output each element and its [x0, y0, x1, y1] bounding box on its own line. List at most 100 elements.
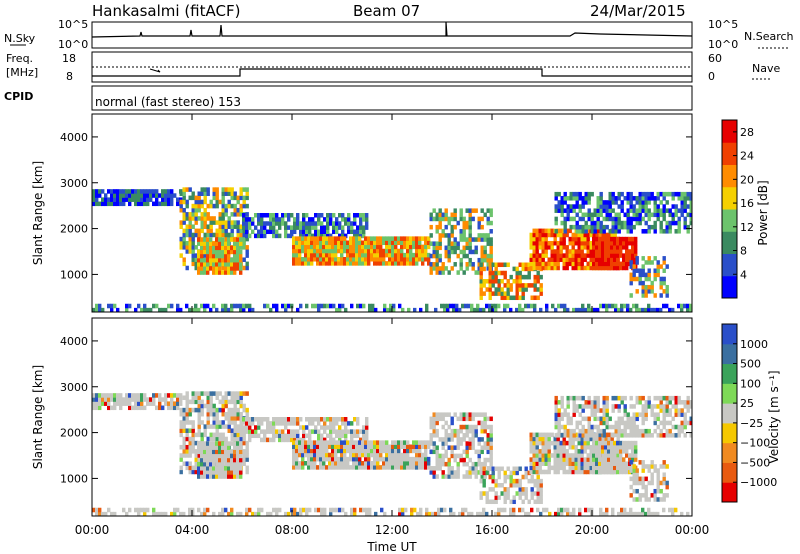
heatmap-cell — [607, 440, 611, 446]
heatmap-cell — [465, 424, 469, 430]
heatmap-cell — [438, 461, 442, 467]
heatmap-cell — [367, 444, 371, 450]
heatmap-cell — [477, 266, 481, 271]
heatmap-cell — [553, 440, 557, 446]
heatmap-cell — [352, 236, 356, 241]
heatmap-cell — [500, 291, 504, 296]
heatmap-cell — [589, 245, 593, 250]
heatmap-cell — [465, 266, 469, 271]
heatmap-cell — [176, 405, 180, 411]
heatmap-cell — [656, 307, 660, 312]
heatmap-cell — [532, 469, 536, 475]
heatmap-cell — [197, 457, 201, 462]
heatmap-cell — [619, 461, 623, 466]
heatmap-cell — [674, 395, 678, 401]
heatmap-cell — [301, 461, 305, 466]
heatmap-cell — [233, 432, 237, 438]
heatmap-cell — [152, 397, 156, 402]
heatmap-cell — [233, 407, 237, 413]
heatmap-cell — [429, 424, 433, 430]
heatmap-cell — [662, 412, 666, 417]
heatmap-cell — [650, 493, 654, 498]
heatmap-cell — [547, 444, 551, 450]
heatmap-cell — [608, 216, 612, 222]
heatmap-cell — [441, 474, 445, 479]
heatmap-cell — [110, 189, 114, 194]
heatmap-cell — [310, 444, 314, 450]
heatmap-cell — [656, 484, 660, 490]
heatmap-cell — [532, 444, 536, 450]
heatmap-cell — [632, 196, 636, 201]
heatmap-cell — [599, 428, 603, 434]
heatmap-cell — [337, 257, 341, 262]
heatmap-cell — [179, 411, 183, 417]
heatmap-cell — [167, 197, 171, 202]
heatmap-cell — [608, 196, 612, 201]
heatmap-cell — [197, 228, 201, 234]
heatmap-cell — [583, 436, 587, 442]
heatmap-cell — [307, 461, 311, 466]
heatmap-cell — [356, 225, 360, 230]
heatmap-cell — [659, 280, 663, 286]
heatmap-cell — [471, 445, 475, 450]
heatmap-cell — [482, 466, 486, 472]
heatmap-cell — [331, 257, 335, 262]
heatmap-cell — [224, 453, 228, 459]
heatmap-cell — [212, 403, 216, 409]
heatmap-cell — [200, 257, 204, 263]
heatmap-cell — [625, 449, 629, 454]
heatmap-cell — [367, 448, 371, 454]
heatmap-cell — [176, 197, 180, 202]
heatmap-cell — [629, 460, 633, 465]
heatmap-cell — [206, 461, 210, 467]
heatmap-cell — [185, 203, 189, 209]
heatmap-cell — [629, 511, 633, 516]
heatmap-cell — [164, 197, 168, 202]
heatmap-cell — [284, 229, 288, 235]
heatmap-cell — [349, 236, 353, 241]
heatmap-cell — [438, 466, 442, 471]
heatmap-cell — [547, 265, 551, 271]
heatmap-cell — [628, 236, 632, 242]
heatmap-cell — [583, 457, 587, 462]
heatmap-cell — [149, 397, 153, 402]
heatmap-cell — [245, 453, 249, 458]
heatmap-cell — [406, 261, 410, 266]
heatmap-cell — [474, 270, 478, 275]
heatmap-cell — [557, 408, 561, 413]
heatmap-cell — [155, 189, 159, 194]
heatmap-cell — [429, 224, 433, 230]
heatmap-cell — [629, 220, 633, 226]
heatmap-cell — [432, 433, 436, 438]
heatmap-cell — [601, 453, 605, 458]
heatmap-cell — [628, 240, 632, 246]
heatmap-cell — [233, 395, 237, 400]
heatmap-cell — [332, 213, 336, 218]
heatmap-cell — [683, 216, 687, 222]
heatmap-cell — [385, 440, 389, 445]
heatmap-cell — [239, 399, 243, 405]
heatmap-cell — [538, 261, 542, 267]
heatmap-cell — [602, 433, 606, 438]
heatmap-cell — [644, 272, 648, 278]
heatmap-cell — [304, 440, 308, 445]
heatmap-cell — [662, 395, 666, 401]
heatmap-cell — [608, 424, 612, 430]
heatmap-cell — [334, 452, 338, 458]
heatmap-cell — [683, 204, 687, 209]
heatmap-cell — [458, 511, 462, 516]
heatmap-cell — [604, 236, 608, 242]
heatmap-cell — [586, 440, 590, 446]
heatmap-cell — [595, 449, 599, 454]
heatmap-cell — [494, 483, 498, 488]
heatmap-cell — [589, 453, 593, 458]
heatmap-cell — [647, 276, 651, 282]
heatmap-cell — [562, 461, 566, 466]
heatmap-cell — [568, 444, 572, 450]
heatmap-cell — [535, 444, 539, 450]
heatmap-cell — [98, 201, 102, 207]
heatmap-cell — [230, 249, 234, 255]
heatmap-cell — [326, 303, 330, 309]
heatmap-cell — [326, 417, 330, 422]
